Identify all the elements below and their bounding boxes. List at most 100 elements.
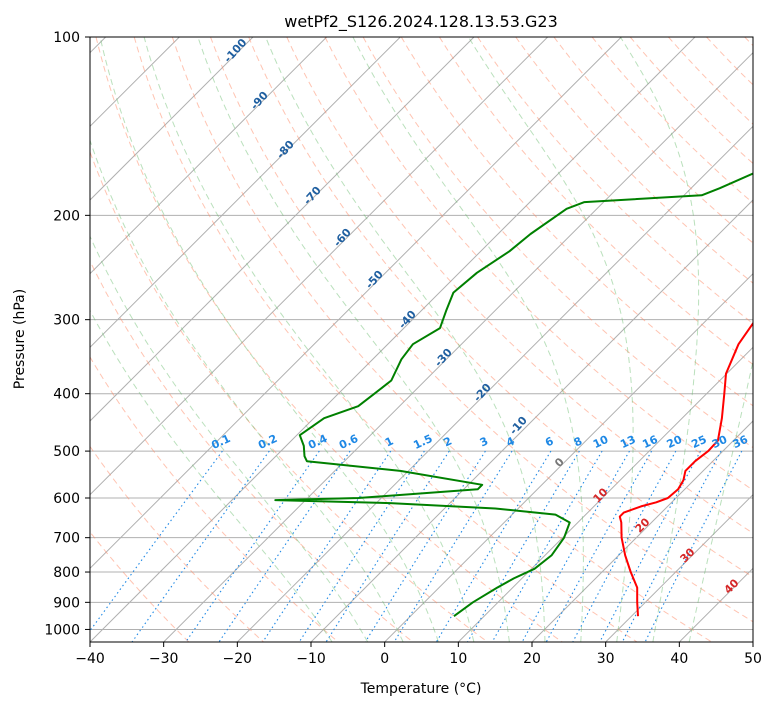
mixing-ratio-line [491, 450, 603, 642]
mixing-ratio-line [545, 450, 653, 642]
y-tick-label: 600 [53, 491, 80, 507]
moist-adiabat-label: -100 [221, 36, 249, 65]
mixing-ratio-line [364, 450, 486, 642]
y-tick-label: 1000 [44, 622, 80, 638]
mixing-ratio-label: 0.4 [306, 432, 329, 452]
chart-title: wetPf2_S126.2024.128.13.53.G23 [284, 12, 558, 32]
moist-adiabat [619, 37, 700, 642]
moist-adiabat-label: -60 [331, 226, 354, 250]
x-tick-label: 40 [670, 651, 688, 667]
dry-adiabat-label: 30 [678, 545, 698, 565]
moist-adiabat [90, 138, 404, 642]
isotherm [90, 37, 475, 422]
dry-adiabat [477, 37, 753, 325]
y-tick-label: 500 [53, 444, 80, 460]
dry-adiabat [90, 445, 264, 642]
temperature-profile-line [618, 321, 753, 617]
mixing-ratio-label: 16 [640, 433, 660, 451]
mixing-ratio-line [435, 450, 552, 642]
moist-adiabat [688, 358, 753, 642]
moist-adiabat-label: -90 [248, 89, 271, 113]
y-tick-label: 200 [53, 208, 80, 224]
isotherm [752, 641, 753, 642]
y-axis: 100 200 300 400 500 600 700 800 900 1000 [44, 30, 90, 638]
sounding-series [274, 172, 753, 618]
x-tick-label: −30 [149, 651, 179, 667]
x-tick-label: 10 [449, 651, 467, 667]
dry-adiabat [286, 37, 753, 534]
mixing-ratio-label: 25 [689, 433, 708, 451]
isotherm [457, 346, 753, 642]
dry-adiabat [438, 37, 753, 366]
y-tick-label: 100 [53, 30, 80, 46]
background-line-labels: 0.1 0.2 0.4 0.6 1 1.5 2 3 4 6 8 10 13 16 20 25 30 3610203… [209, 36, 751, 597]
mixing-ratio-line [325, 450, 450, 642]
mixing-ratio-label: 6 [543, 434, 556, 449]
dry-adiabats [90, 37, 753, 642]
mixing-ratio-line [131, 450, 270, 642]
y-tick-label: 400 [53, 387, 80, 403]
mixing-ratio-label: 30 [710, 433, 730, 451]
moist-adiabat [265, 37, 546, 642]
y-tick-label: 800 [53, 565, 80, 581]
moist-adiabat [467, 37, 634, 642]
isotherm [90, 37, 254, 201]
moist-adiabat [143, 37, 475, 642]
dry-adiabat-label: 10 [591, 485, 611, 505]
isotherm [163, 51, 753, 642]
dry-adiabat [248, 37, 753, 578]
y-tick-label: 700 [53, 531, 80, 547]
x-tick-label: −10 [296, 651, 326, 667]
dry-adiabat [95, 37, 563, 642]
moist-adiabats [90, 37, 753, 642]
mixing-ratio-label: 0.1 [209, 432, 232, 452]
x-axis-title: Temperature (°C) [360, 681, 482, 697]
moist-adiabat-label: -30 [432, 346, 455, 370]
plot-content: 0.1 0.2 0.4 0.6 1 1.5 2 3 4 6 8 10 13 16 20 25 30 3610203… [90, 36, 753, 642]
plot-frame [89, 36, 754, 643]
isotherm [384, 272, 753, 642]
mixing-ratio-label: 1 [383, 434, 395, 449]
mixing-ratio-label: 10 [591, 433, 611, 451]
isotherm [90, 37, 696, 642]
dry-adiabat [90, 531, 190, 642]
mixing-ratio-label: 20 [665, 433, 685, 451]
y-tick-label: 300 [53, 313, 80, 329]
mixing-ratio-label: 36 [731, 433, 751, 451]
mixing-ratio-label: 8 [572, 434, 584, 449]
dry-adiabat [210, 37, 753, 623]
mixing-ratio-line [90, 450, 223, 632]
moist-adiabat-label: -40 [396, 308, 419, 332]
mixing-ratio-line [262, 450, 392, 642]
mixing-ratio-lines [90, 450, 743, 642]
mixing-ratio-line [218, 450, 351, 642]
mixing-ratio-line [599, 450, 701, 642]
dry-adiabat [90, 150, 488, 642]
isotherm [605, 493, 753, 642]
x-tick-label: 30 [597, 651, 615, 667]
dry-adiabat [324, 37, 753, 491]
isotherm [531, 420, 753, 642]
y-tick-label: 900 [53, 595, 80, 611]
moist-adiabat [90, 235, 369, 642]
dry-adiabat-label: 20 [633, 515, 653, 535]
isotherm [90, 37, 549, 496]
mixing-ratio-line [467, 450, 580, 642]
isotherm [90, 37, 328, 275]
mixing-ratio-label: 13 [618, 433, 637, 451]
isotherm [310, 199, 753, 642]
x-tick-label: 20 [523, 651, 541, 667]
moist-adiabat [197, 37, 510, 642]
moist-adiabat [90, 309, 333, 642]
mixing-ratio-line [521, 450, 630, 642]
x-tick-label: −20 [223, 651, 253, 667]
x-tick-label: −40 [75, 651, 105, 667]
isotherm [90, 37, 622, 570]
mixing-ratio-line [572, 450, 677, 642]
moist-adiabat-label: -80 [274, 138, 297, 162]
isotherm [236, 125, 753, 642]
mixing-ratio-line [644, 450, 743, 642]
pressure-gridlines [90, 37, 753, 630]
x-axis: −40 −30 −20 −10 0 10 20 30 40 50 [75, 642, 762, 667]
